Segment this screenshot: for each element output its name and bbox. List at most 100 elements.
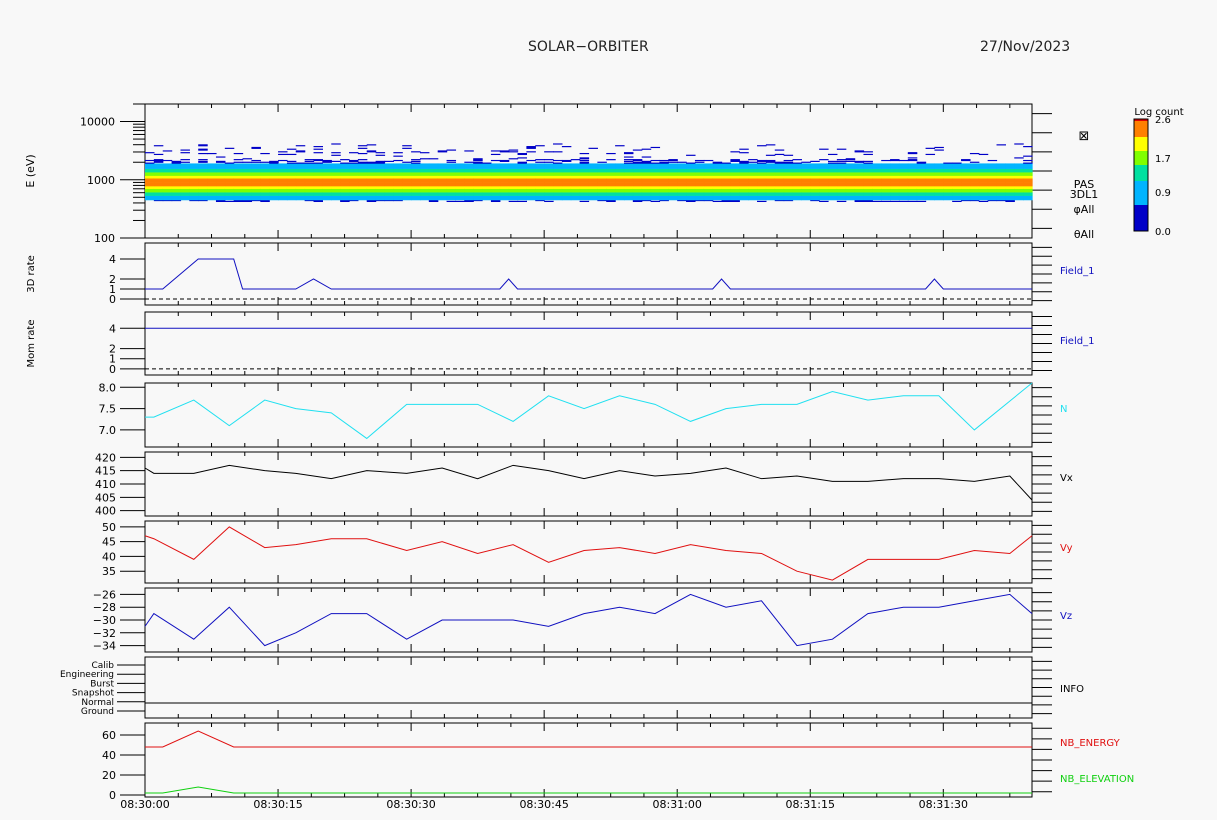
spectrogram-bin [739,148,749,150]
spectrogram-bin [437,174,448,176]
spectrogram-bin [526,197,536,199]
spectrogram-bin [686,186,696,189]
spectrogram-bin [978,166,989,168]
spectrogram-bin [508,166,519,168]
spectrogram-bin [650,162,661,164]
spectrogram-bin [153,193,164,196]
spectrogram-bin [411,173,421,176]
spectrogram-bin [872,165,882,167]
spectrogram-bin [482,171,492,173]
spectrogram-bin [943,162,953,164]
spectrogram-bin [526,199,536,201]
spectrogram-bin [730,176,740,178]
spectrogram-bin [712,166,723,169]
spectrogram-bin [473,196,483,198]
spectrogram-bin [357,188,368,190]
spectrogram-bin [224,198,235,200]
spectrogram-bin [854,184,865,186]
spectrogram-bin [304,186,315,188]
spectrogram-bin [801,170,811,172]
spectrogram-bin [615,177,625,179]
spectrogram-bin [499,179,510,181]
spectrogram-bin [508,189,519,191]
spectrogram-bin [455,187,465,189]
spectrogram-bin [446,177,457,179]
spectrogram-bin [810,179,820,182]
spectrogram-bin [286,153,297,156]
spectrogram-bin [668,165,678,167]
spectrogram-bin [313,191,323,193]
spectrogram-bin [384,199,394,202]
spectrogram-bin [632,149,643,151]
spectrogram-bin [792,190,802,192]
spectrogram-bin [499,150,510,152]
spectrogram-bin [765,166,776,169]
spectrogram-bin [517,177,528,179]
spectrogram-bin [757,195,767,197]
spectrogram-bin [269,196,279,198]
spectrogram-bin [721,172,732,175]
spectrogram-bin [233,183,244,185]
spectrogram-bin [819,166,829,168]
spectrogram-bin [801,176,811,178]
spectrogram-bin [694,186,705,188]
spectrogram-bin [881,198,891,200]
spectrogram-bin [774,168,785,170]
spectrogram-bin [357,190,368,192]
spectrogram-bin [987,194,998,196]
spectrogram-bin [615,145,625,147]
spectrogram-bin [162,180,173,182]
spectrogram-bin [482,169,492,171]
spectrogram-bin [961,171,971,173]
spectrogram-bin [641,167,652,169]
spectrogram-bin [827,180,838,182]
spectrogram-bin [286,198,297,200]
spectrogram-bin [570,192,581,194]
spectrogram-bin [517,179,528,181]
spectrogram-bin [207,168,217,170]
spectrogram-bin [845,190,856,192]
spectrogram-bin [961,194,971,196]
spectrogram-bin [198,185,208,187]
spectrogram-bin [526,171,536,173]
spectrogram-bin [428,195,439,197]
spectrogram-bin [233,161,244,163]
spectrogram-bin [783,182,794,184]
spectrogram-bin [712,197,723,199]
spectrogram-bin [615,189,625,191]
spectrogram-bin [987,168,998,170]
spectrogram-bin [198,164,208,166]
spectrogram-bin [978,180,989,182]
spectrogram-bin [402,198,412,200]
spectrogram-bin [774,185,785,187]
spectrogram-bin [428,176,439,178]
spectrogram-bin [907,193,918,195]
spectrogram-bin [162,188,173,190]
spectrogram-bin [215,192,226,194]
spectrogram-bin [286,170,297,172]
spectrogram-bin [881,184,891,186]
spectrogram-bin [588,181,598,183]
spectrogram-bin [881,169,891,171]
spectrogram-bin [934,183,944,185]
spectrogram-bin [153,163,164,165]
spectrogram-bin [597,170,607,172]
spectrogram-bin [579,177,590,179]
spectrogram-bin [402,179,412,181]
spectrogram-bin [207,181,217,183]
spectrogram-bin [553,195,563,197]
spectrogram-bin [668,170,678,172]
spectrogram-bin [934,171,944,173]
spectrogram-bin [464,192,474,194]
spectrogram-bin [819,196,829,198]
spectrogram-bin [623,166,634,168]
spectrogram-bin [739,184,749,186]
spectrogram-bin [615,181,625,183]
spectrogram-bin [189,189,199,191]
spectrogram-bin [623,196,634,198]
spectrogram-bin [650,176,661,178]
spectrogram-bin [579,192,590,194]
spectrogram-bin [863,171,873,173]
spectrogram-bin [890,179,900,181]
spectrogram-bin [473,169,483,171]
